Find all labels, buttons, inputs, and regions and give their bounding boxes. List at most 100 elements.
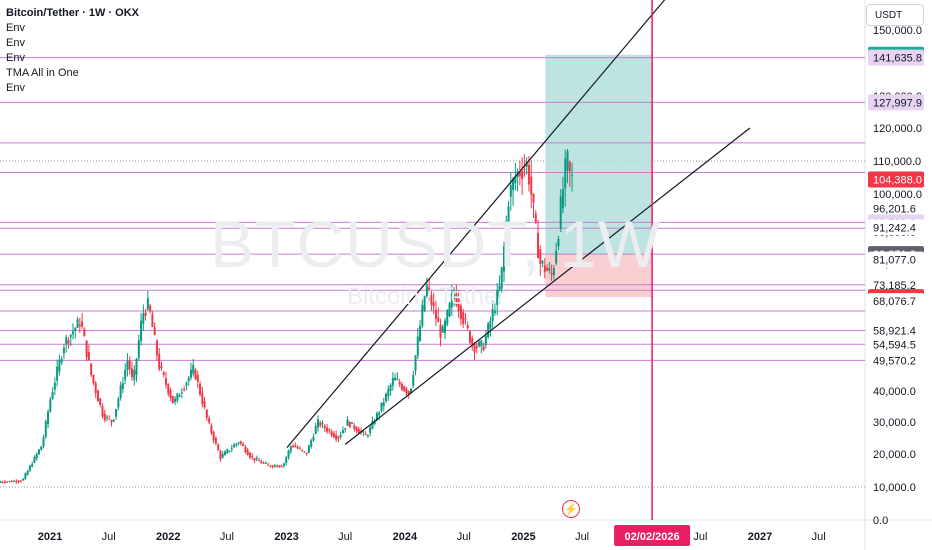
lightning-icon[interactable]: ⚡ <box>562 500 580 518</box>
candle-body <box>165 378 168 385</box>
candle-body <box>453 293 456 300</box>
candle-body <box>24 473 27 480</box>
date-marker-badge <box>614 525 691 546</box>
candle-body <box>214 438 217 444</box>
candle-body <box>60 358 63 363</box>
candle-body <box>42 437 45 447</box>
candle-body <box>133 369 136 380</box>
candle-body <box>1 481 4 483</box>
candle-body <box>298 448 301 450</box>
candle-body <box>53 382 56 390</box>
price-label-box <box>868 251 924 268</box>
candle-body <box>278 465 281 467</box>
candle-body <box>394 377 397 381</box>
candle-body <box>434 309 437 319</box>
candle-body <box>339 434 342 437</box>
candle-body <box>140 320 143 341</box>
price-tick-label: 40,000.0 <box>873 386 916 398</box>
candle-body <box>341 430 344 434</box>
candle-body <box>543 265 546 272</box>
candle-body <box>416 336 419 356</box>
candle-body <box>205 409 208 418</box>
candle-body <box>459 305 462 320</box>
time-tick-label: 2025 <box>511 531 535 543</box>
candle-body <box>103 413 106 421</box>
candle-body <box>235 443 238 446</box>
candle-body <box>430 295 433 305</box>
candle-body <box>348 422 351 427</box>
price-label-box <box>868 94 924 111</box>
candle-body <box>357 428 360 434</box>
candle-body <box>31 464 34 467</box>
legend-symbol[interactable]: Bitcoin/Tether · 1W · OKX <box>6 7 140 19</box>
candle-body <box>496 290 499 305</box>
candle-body <box>523 168 526 170</box>
legend-indicator[interactable]: Env <box>6 82 25 94</box>
candle-body <box>121 383 124 389</box>
candle-body <box>142 313 145 324</box>
trendline <box>344 127 751 445</box>
candle-body <box>44 421 47 438</box>
time-tick-label: Jul <box>102 531 116 543</box>
candle-body <box>362 431 365 433</box>
candle-body <box>221 454 224 458</box>
legend-indicator[interactable]: Env <box>6 22 25 34</box>
candle-body <box>155 340 158 356</box>
candle-body <box>518 173 521 177</box>
candle-body <box>17 480 20 482</box>
candle-body <box>364 434 367 436</box>
candle-body <box>246 449 249 456</box>
legend-indicator[interactable]: TMA All in One <box>6 67 79 79</box>
candle-body <box>425 285 428 297</box>
candle-body <box>346 419 349 426</box>
price-label-box <box>868 219 924 236</box>
candle-body <box>223 451 226 456</box>
candle-body <box>487 323 490 338</box>
candle-body <box>389 385 392 391</box>
candle-body <box>194 369 197 380</box>
candle-body <box>237 442 240 444</box>
candle-body <box>366 435 369 437</box>
candle-body <box>108 418 111 420</box>
date-marker-label: 02/02/2026 <box>625 531 680 543</box>
candle-body <box>130 368 133 378</box>
candle-body <box>550 272 553 275</box>
candle-body <box>441 326 444 333</box>
currency-selector-button[interactable]: USDT <box>866 4 924 26</box>
candle-body <box>96 390 99 402</box>
watermark-name: Bitcoin / Tether <box>347 283 506 310</box>
candle-body <box>489 320 492 329</box>
time-tick-label: Jul <box>812 531 826 543</box>
candle-body <box>244 446 247 453</box>
candle-body <box>514 176 517 184</box>
price-label-box <box>868 336 924 353</box>
candle-body <box>396 379 399 381</box>
price-label: 96,201.6 <box>873 203 916 215</box>
price-label: 54,594.5 <box>873 339 916 351</box>
legend-indicator[interactable]: Env <box>6 52 25 64</box>
candle-body <box>117 398 120 408</box>
candle-body <box>51 391 54 399</box>
candle-body <box>72 331 75 335</box>
candle-body <box>344 428 347 430</box>
candle-body <box>326 427 329 432</box>
candle-body <box>74 328 77 331</box>
price-tick-label: 20,000.0 <box>873 449 916 461</box>
candle-body <box>355 427 358 432</box>
candle-body <box>375 413 378 420</box>
candle-body <box>548 268 551 271</box>
candle-body <box>219 450 222 459</box>
candle-body <box>303 451 306 453</box>
candle-body <box>493 310 496 313</box>
candle-body <box>559 196 562 230</box>
candle-body <box>380 402 383 411</box>
candle-body <box>421 305 424 326</box>
candle-body <box>555 250 558 264</box>
candle-body <box>267 464 270 466</box>
candle-body <box>319 422 322 426</box>
candle-body <box>428 287 431 291</box>
legend-indicator[interactable]: Env <box>6 37 25 49</box>
candle-body <box>28 465 31 471</box>
candle-body <box>509 185 512 197</box>
